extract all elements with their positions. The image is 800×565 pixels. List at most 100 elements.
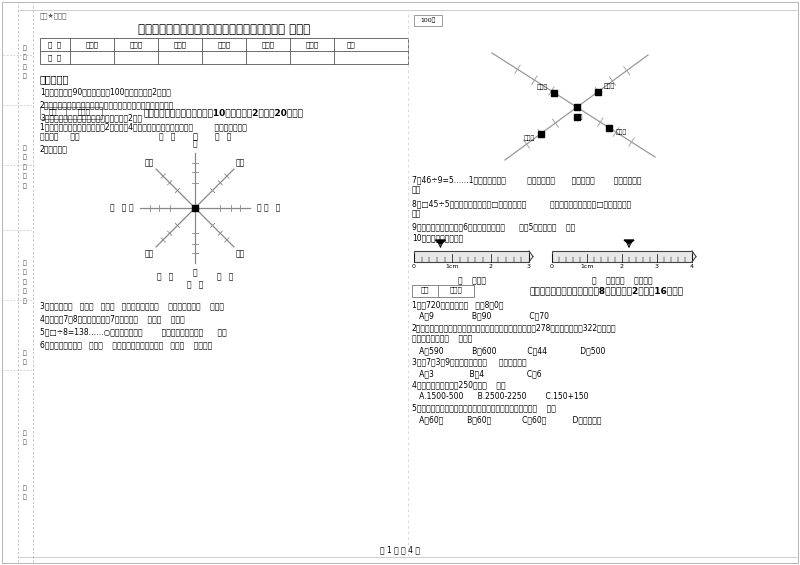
Text: 2: 2 — [620, 263, 624, 268]
Text: A、9                B、90                C、70: A、9 B、90 C、70 — [412, 311, 549, 320]
Text: 6、小红家在学校（   ）方（    ）米处，小明家在学校（   ）方（    ）米处。: 6、小红家在学校（ ）方（ ）米处，小明家在学校（ ）方（ ）米处。 — [40, 340, 212, 349]
Text: 考试须知：: 考试须知： — [40, 74, 70, 84]
Bar — [552, 251, 692, 262]
Text: 名: 名 — [23, 73, 27, 79]
Bar — [414, 15, 442, 26]
Text: 小红家: 小红家 — [523, 136, 534, 141]
Polygon shape — [435, 240, 446, 244]
Text: 北: 北 — [193, 133, 198, 141]
Text: 级: 级 — [23, 270, 27, 275]
Text: 100米: 100米 — [420, 17, 436, 23]
Text: 4、下面的结果刚好是250的是（    ）。: 4、下面的结果刚好是250的是（ ）。 — [412, 380, 506, 389]
Text: 0: 0 — [412, 263, 416, 268]
Text: 3、你出生于（   ）年（   ）月（   ）日，那一年是（    ）年，全年有（    ）天。: 3、你出生于（ ）年（ ）月（ ）日，那一年是（ ）年，全年有（ ）天。 — [40, 301, 224, 310]
Text: （   ）: （ ） — [159, 133, 175, 141]
Text: 东: 东 — [257, 203, 262, 212]
Text: 西南: 西南 — [145, 249, 154, 258]
Text: 小明家: 小明家 — [615, 130, 626, 136]
Text: 10、量出钉子的长度。: 10、量出钉子的长度。 — [412, 233, 463, 242]
Text: 一、用心思考，正确填空（共10小题，每题2分，共20分）。: 一、用心思考，正确填空（共10小题，每题2分，共20分）。 — [144, 108, 304, 117]
Text: 2、广州新电视塔是广州市目前最高的建筑，它比中信大厦高278米，中信大厦高322米，那么: 2、广州新电视塔是广州市目前最高的建筑，它比中信大厦高278米，中信大厦高322… — [412, 323, 617, 332]
Text: 卷: 卷 — [23, 54, 27, 60]
Text: 卷: 卷 — [23, 154, 27, 160]
Text: 南: 南 — [193, 268, 198, 277]
Text: 评卷人: 评卷人 — [78, 108, 90, 115]
Text: 1、劳动课上做纸花，红红做了2朵纸花，4朵蓝花，红花占纸花总数的（         ），蓝花占纸花: 1、劳动课上做纸花，红红做了2朵纸花，4朵蓝花，红花占纸花总数的（ ），蓝花占纸… — [40, 122, 247, 131]
Text: A、590            B、600             C、44              D、500: A、590 B、600 C、44 D、500 — [412, 346, 606, 355]
Text: A.1500-500      B.2500-2250        C.150+150: A.1500-500 B.2500-2250 C.150+150 — [412, 392, 589, 401]
Text: 审: 审 — [23, 45, 27, 51]
Bar — [40, 38, 408, 64]
Text: 北: 北 — [193, 139, 198, 148]
Text: 7、46÷9=5……1中，被除数是（         ），除数是（       ），商是（        ），余数是（: 7、46÷9=5……1中，被除数是（ ），除数是（ ），商是（ ），余数是（ — [412, 175, 642, 184]
Text: 学: 学 — [23, 350, 27, 355]
Text: 姓: 姓 — [23, 173, 27, 179]
Text: 签: 签 — [23, 64, 27, 69]
Text: （   ）: （ ） — [215, 133, 231, 141]
Bar — [414, 251, 529, 262]
Text: 0: 0 — [550, 263, 554, 268]
Text: （: （ — [23, 279, 27, 285]
Text: 四川省实验小学三年级数学下学期综合检测试卷 附答案: 四川省实验小学三年级数学下学期综合检测试卷 附答案 — [138, 23, 310, 36]
Text: 2、填一填。: 2、填一填。 — [40, 144, 68, 153]
Text: 西北: 西北 — [145, 158, 154, 167]
Text: 总分: 总分 — [346, 41, 355, 48]
Text: 题  号: 题 号 — [48, 41, 62, 48]
Text: 号: 号 — [23, 440, 27, 445]
Text: A、3               B、4                  C、6: A、3 B、4 C、6 — [412, 369, 542, 378]
Text: 2、请首先按要求在试卷的指定位置填写您的姓名、班级、学号。: 2、请首先按要求在试卷的指定位置填写您的姓名、班级、学号。 — [40, 100, 174, 109]
Bar — [40, 107, 102, 119]
Text: 班: 班 — [23, 289, 27, 294]
Text: 东北: 东北 — [236, 158, 245, 167]
Text: 4: 4 — [690, 263, 694, 268]
Polygon shape — [624, 240, 634, 244]
Text: A、60秒          B、60分             C、60时           D、无法确定: A、60秒 B、60分 C、60时 D、无法确定 — [412, 415, 602, 424]
Text: 考: 考 — [23, 430, 27, 436]
Text: 选择题: 选择题 — [130, 41, 142, 48]
Text: 第 1 页 共 4 页: 第 1 页 共 4 页 — [380, 545, 420, 554]
Text: 计算题: 计算题 — [218, 41, 230, 48]
Text: 二、反复比较，慎重选择（共8小题，每题2分，共16分）。: 二、反复比较，慎重选择（共8小题，每题2分，共16分）。 — [529, 286, 683, 295]
Text: 1cm: 1cm — [580, 263, 594, 268]
Text: （   ）: （ ） — [110, 203, 126, 212]
Text: 小明家: 小明家 — [604, 83, 615, 89]
Text: 3: 3 — [527, 263, 531, 268]
Text: 1、从720里连续减去（   ）个8和0。: 1、从720里连续减去（ ）个8和0。 — [412, 300, 503, 309]
Text: 人: 人 — [23, 164, 27, 170]
Text: 小红家: 小红家 — [537, 84, 548, 89]
Text: 5、时针从上一个数字到相邻的下一个数字，经过的时间是（    ）。: 5、时针从上一个数字到相邻的下一个数字，经过的时间是（ ）。 — [412, 403, 556, 412]
Text: 4、时针在7和8之间，分针指向7，这时是（    ）时（    ）分。: 4、时针在7和8之间，分针指向7，这时是（ ）时（ ）分。 — [40, 314, 185, 323]
Text: 3、不要在试卷上乱写乱画，卷面不整洁扣2分。: 3、不要在试卷上乱写乱画，卷面不整洁扣2分。 — [40, 113, 142, 122]
Text: 填空题: 填空题 — [86, 41, 98, 48]
Text: 题密★启用前: 题密★启用前 — [40, 12, 67, 19]
Text: 得分: 得分 — [421, 286, 430, 293]
Text: 广州新电视塔高（    ）米。: 广州新电视塔高（ ）米。 — [412, 334, 472, 344]
Text: （   ）: （ ） — [157, 272, 173, 281]
Text: 应用题: 应用题 — [306, 41, 318, 48]
Text: 评卷人: 评卷人 — [450, 286, 462, 293]
Text: 名: 名 — [23, 183, 27, 189]
Text: 总数的（     ）。: 总数的（ ）。 — [40, 132, 80, 141]
Text: 判断题: 判断题 — [174, 41, 186, 48]
Text: 3: 3 — [655, 263, 659, 268]
Text: （   ）: （ ） — [187, 280, 203, 289]
Text: （    ）厘米（    ）毫米。: （ ）厘米（ ）毫米。 — [592, 276, 652, 285]
Text: ）。: ）。 — [412, 209, 422, 218]
Text: ）。: ）。 — [412, 185, 422, 194]
Text: 名: 名 — [23, 494, 27, 500]
Text: 学校: 学校 — [576, 114, 584, 120]
Text: （    ）毫米: （ ）毫米 — [458, 276, 486, 285]
Text: 综合题: 综合题 — [262, 41, 274, 48]
Text: 1cm: 1cm — [446, 263, 459, 268]
Text: 9、把一根绳子平均分成6份，每份是它的（      ），5份是它的（    ）。: 9、把一根绳子平均分成6份，每份是它的（ ），5份是它的（ ）。 — [412, 222, 575, 231]
Text: 得分: 得分 — [49, 108, 58, 115]
Text: 姓: 姓 — [23, 485, 27, 490]
Text: 5、□÷8=138……○，余数最大填（        ），这时被除数是（      ）。: 5、□÷8=138……○，余数最大填（ ），这时被除数是（ ）。 — [40, 327, 226, 336]
Text: 绑: 绑 — [23, 145, 27, 151]
Text: 1、考试时间：90分钟，满分为100分（含卷面分2分）。: 1、考试时间：90分钟，满分为100分（含卷面分2分）。 — [40, 87, 171, 96]
Text: 东南: 东南 — [236, 249, 245, 258]
Text: 校: 校 — [23, 359, 27, 365]
Text: 2: 2 — [489, 263, 493, 268]
Bar — [412, 285, 474, 297]
Text: （   ）: （ ） — [217, 272, 233, 281]
